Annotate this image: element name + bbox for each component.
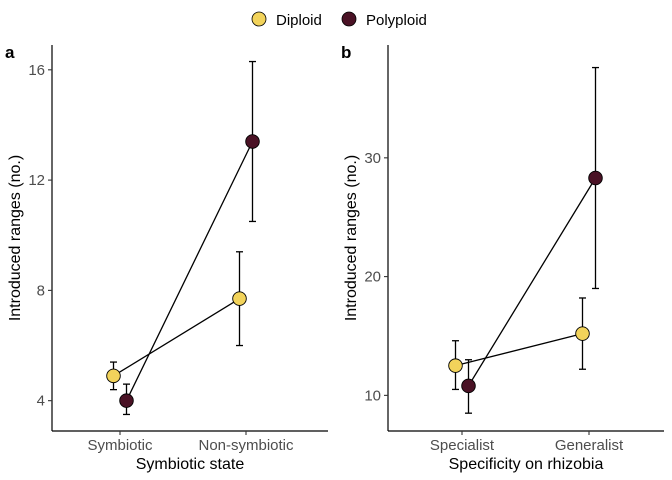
panel-b-x-axis-title: Specificity on rhizobia: [449, 456, 604, 473]
legend-label-diploid: Diploid: [276, 12, 322, 29]
panel-a-y-tick-label: 4: [37, 393, 45, 410]
panel-a-y-tick-label: 12: [28, 172, 45, 189]
panel-b-polyploid-point: [588, 170, 603, 186]
panel-b-y-axis-title: Introduced ranges (no.): [343, 155, 360, 321]
panel-b-x-tick-label: Specialist: [430, 437, 495, 454]
panel-a-y-axis-title: Introduced ranges (no.): [7, 155, 24, 321]
panel-a-polyploid-line: [125, 141, 254, 401]
panel-b-polyploid-line: [467, 177, 597, 387]
panel-a-tag: a: [5, 43, 15, 62]
panel-b-diploid-point: [575, 326, 590, 341]
panel-b-diploid-point: [448, 358, 463, 373]
panel-a-x-axis-title: Symbiotic state: [136, 456, 245, 473]
panel-b-y-tick-label: 10: [364, 387, 381, 404]
panel-a-x-tick-label: Non-symbiotic: [198, 437, 294, 454]
legend-marker-polyploid: [341, 11, 357, 27]
panel-a-diploid-point: [232, 291, 247, 306]
legend-label-polyploid: Polyploid: [366, 12, 427, 29]
panel-a-polyploid-point: [119, 393, 134, 408]
panel-a-y-tick-label: 16: [28, 62, 45, 79]
legend: Diploid Polyploid: [251, 11, 427, 29]
panel-a-x-tick-label: Symbiotic: [87, 437, 153, 454]
panel-a-plot: 4 8 12 16 Symbiotic Non-symbiotic Symbiotic st…: [7, 45, 328, 473]
panel-b-polyploid-point: [461, 378, 476, 394]
panel-b-y-tick-label: 30: [364, 150, 381, 167]
panel-b-diploid-line: [455, 332, 583, 367]
panel-b-x-tick-label: Generalist: [555, 437, 624, 454]
panel-b-tag: b: [341, 43, 351, 62]
panel-a-y-tick-label: 8: [37, 282, 45, 299]
panel-b-y-tick-label: 20: [364, 269, 381, 286]
panel-a-polyploid-point: [245, 134, 260, 149]
legend-marker-diploid: [251, 11, 267, 27]
panel-a-diploid-point: [106, 368, 121, 384]
panel-b-plot: 10 20 30 Specialist Generalist Specificity on…: [343, 45, 664, 473]
panel-a-diploid-line: [113, 298, 240, 377]
